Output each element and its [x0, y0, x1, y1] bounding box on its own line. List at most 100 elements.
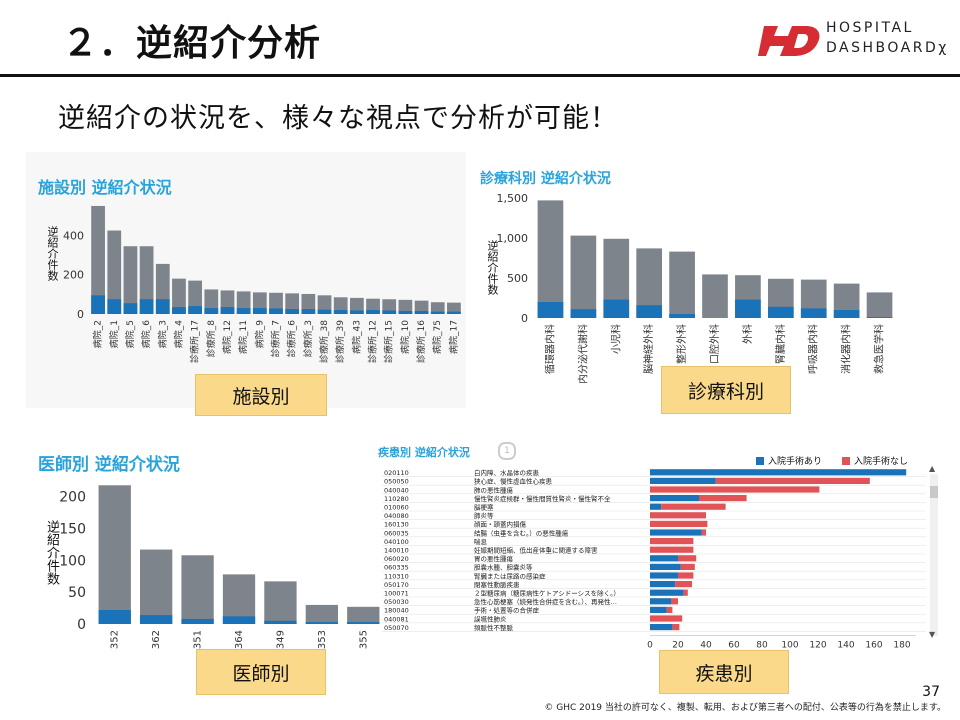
facility-panel-title: 施設別 逆紹介状況 [38, 178, 172, 197]
doctor-ylabel: 逆紹介件数 [44, 520, 59, 585]
bar-referral-part [305, 622, 339, 624]
disease-panel-title: 疾患別 逆紹介状況 [378, 446, 470, 459]
bar-referral-part [430, 311, 445, 314]
legend-item-without-surgery: 入院手術なし [842, 454, 908, 467]
y-tick-label: 200 [63, 269, 84, 282]
x-tick-label: 診療所_39 [334, 320, 346, 363]
disease-scrollbar[interactable] [930, 474, 938, 636]
hospital-dashboard-logo: HOSPITAL DASHBOARDχ [758, 16, 958, 64]
y-tick-label: 400 [63, 229, 84, 242]
x-tick-label: 消化器内科 [840, 324, 853, 374]
bar-referral-part [414, 311, 429, 314]
legend-label-with-surgery: 入院手術あり [768, 457, 823, 467]
bar-referral-part [669, 314, 695, 318]
bar-referral-part [181, 618, 214, 624]
disease-code: 180040 [384, 607, 409, 615]
bar-without-surgery [675, 581, 692, 588]
bar-total [430, 302, 445, 314]
x-tick-label: 診療所_8 [205, 320, 217, 358]
x-tick-label: 362 [151, 630, 162, 649]
bar-with-surgery [650, 572, 678, 579]
y-tick-label: 100 [59, 553, 86, 569]
bar-referral-part [252, 308, 267, 314]
x-tick-label: 349 [275, 630, 286, 649]
scroll-up-icon[interactable]: ▲ [929, 464, 936, 473]
x-tick-label: 60 [728, 640, 740, 650]
bar-total [204, 289, 219, 314]
x-tick-label: 診療所_15 [383, 320, 395, 363]
bar-referral-part [107, 299, 122, 314]
bar-total [181, 555, 214, 624]
bar-total [398, 299, 413, 314]
disease-name: 胆嚢水腫、胆嚢炎等 [474, 563, 533, 572]
bar-without-surgery [661, 503, 726, 510]
disease-name: 喘息 [474, 537, 488, 546]
bar-without-surgery [650, 546, 694, 553]
copyright-notice: © GHC 2019 当社の許可なく、複製、転用、および第三者への配付、公表等の… [544, 703, 946, 713]
x-tick-label: 脳神経外科 [642, 324, 655, 374]
x-tick-label: 364 [234, 630, 245, 649]
x-tick-label: 病院_5 [124, 320, 136, 348]
y-tick-label: 0 [77, 308, 84, 321]
bar-total [91, 205, 105, 314]
bar-total [382, 299, 397, 314]
x-tick-label: 病院_3 [156, 320, 168, 348]
facility-ylabel: 逆紹介件数 [46, 226, 59, 281]
x-tick-label: 診療所_12 [367, 320, 379, 363]
x-tick-label: 病院_9 [253, 320, 265, 349]
bar-referral-part [155, 299, 170, 314]
bar-referral-part [264, 620, 297, 624]
disease-code: 050070 [384, 624, 409, 632]
bar-total [317, 295, 332, 314]
bar-referral-part [123, 303, 138, 314]
bar-with-surgery [650, 529, 702, 536]
x-tick-label: 呼吸器内科 [807, 324, 820, 374]
bar-referral-part [833, 310, 860, 318]
disease-name: 頻脈性不整脈 [474, 623, 514, 632]
info-icon[interactable]: 1 [498, 442, 516, 460]
bar-referral-part [317, 309, 332, 314]
bar-referral-part [800, 308, 827, 318]
dept-caption: 診療科別 [661, 366, 791, 414]
scroll-down-icon[interactable]: ▼ [929, 630, 936, 639]
x-tick-label: 診療所_7 [270, 320, 282, 357]
disease-name: 誤嚥性肺炎 [474, 614, 507, 623]
disease-code: 020110 [384, 469, 409, 477]
disease-name: 胃の悪性腫瘍 [474, 554, 514, 563]
x-tick-label: 病院_17 [447, 320, 459, 354]
bar-without-surgery [683, 589, 688, 596]
doctor-panel-title: 医師別 逆紹介状況 [38, 455, 180, 475]
x-tick-label: 口腔外科 [708, 324, 721, 364]
x-tick-label: 診療所_16 [415, 320, 427, 363]
bar-total [172, 278, 186, 314]
bar-total [139, 246, 154, 314]
x-tick-label: 病院_12 [221, 320, 233, 354]
bar-without-surgery [672, 624, 680, 631]
disease-name: 狭心症、慢性虚血性心疾患 [474, 477, 553, 486]
dept-bar-chart: 0 500 1,000 1,500 循環器内科 内分泌代謝科 小児科 脳神経外科 整形外科 口腔外… [497, 192, 893, 384]
disease-code: 050030 [384, 598, 409, 606]
bar-total [123, 246, 138, 314]
bar-referral-part [447, 311, 461, 314]
disease-code: 140010 [384, 547, 409, 555]
bar-referral-part [269, 308, 283, 314]
x-tick-label: 120 [809, 640, 826, 650]
bar-referral-part [537, 302, 564, 318]
logo-text-line2: DASHBOARDχ [826, 40, 949, 56]
bar-total [447, 302, 461, 314]
bar-without-surgery [650, 512, 706, 519]
facility-bar-chart: 0 200 400 病院_2 病院_1 病院_5 病院_6 病院_3 病院_4 診療所_17 診療所… [63, 205, 461, 363]
x-tick-label: 160 [865, 640, 882, 650]
bar-referral-part [172, 307, 186, 314]
scrollbar-thumb[interactable] [930, 486, 938, 498]
disease-name: 肺の悪性腫瘍 [474, 485, 514, 494]
x-tick-label: 病院_2 [92, 320, 104, 348]
disease-caption: 疾患別 [659, 650, 789, 694]
doctor-bar-chart: 0 50 100 150 200 352 362 351 364 349 353 355 [59, 485, 380, 649]
disease-name: 肺炎等 [474, 511, 494, 520]
bar-with-surgery [650, 606, 667, 613]
x-tick-label: 診療所_38 [318, 320, 330, 363]
bar-with-surgery [650, 563, 681, 570]
x-tick-label: 診療所_6 [286, 320, 298, 358]
page-number: 37 [922, 684, 940, 700]
